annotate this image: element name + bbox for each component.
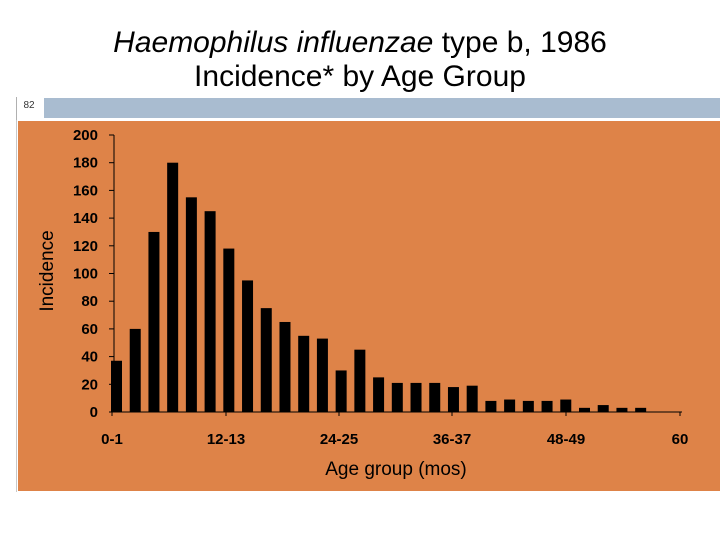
y-tick-label: 100 xyxy=(73,266,98,283)
y-tick-label: 80 xyxy=(81,293,98,310)
slide-number-box xyxy=(16,97,43,120)
header-bar xyxy=(44,98,720,118)
x-tick-label: 0-1 xyxy=(101,431,123,448)
x-tick-label: 48-49 xyxy=(547,431,585,448)
bar xyxy=(204,211,216,412)
y-tick-label: 120 xyxy=(73,238,98,255)
x-tick-label: 60 xyxy=(672,431,689,448)
x-tick-label: 36-37 xyxy=(433,431,471,448)
bar xyxy=(260,308,272,412)
y-tick-label: 160 xyxy=(73,182,98,199)
title-rest: type b, 1986 xyxy=(433,26,607,59)
bar xyxy=(616,407,628,412)
title-line-2: Incidence* by Age Group xyxy=(194,60,526,93)
bar xyxy=(579,407,590,412)
bar xyxy=(635,407,647,412)
bar xyxy=(597,405,609,412)
y-tick-label: 180 xyxy=(73,155,98,172)
bar xyxy=(167,162,179,412)
y-tick-label: 0 xyxy=(90,404,98,421)
bar xyxy=(129,328,141,412)
bar xyxy=(223,248,235,412)
y-tick-label: 140 xyxy=(73,210,98,227)
x-tick-label: 12-13 xyxy=(207,431,245,448)
bar xyxy=(410,382,422,412)
left-divider xyxy=(16,120,17,492)
x-axis-label: Age group (mos) xyxy=(325,459,467,480)
y-tick-label: 60 xyxy=(81,321,98,338)
bar xyxy=(148,231,160,412)
bar xyxy=(504,399,516,412)
bar xyxy=(111,360,122,412)
bar xyxy=(541,400,553,412)
bar xyxy=(447,387,459,412)
bar xyxy=(373,377,385,412)
bar xyxy=(279,321,291,412)
bar xyxy=(298,335,310,412)
bar xyxy=(485,400,497,412)
bar xyxy=(466,385,478,412)
bar xyxy=(391,382,403,412)
y-tick-label: 200 xyxy=(73,127,98,144)
bar xyxy=(354,349,366,412)
y-tick-label: 20 xyxy=(81,376,98,393)
bar xyxy=(522,400,534,412)
x-tick-label: 24-25 xyxy=(320,431,358,448)
y-tick-label: 40 xyxy=(81,349,98,366)
bar xyxy=(429,382,441,412)
slide-number: 82 xyxy=(23,100,35,111)
title-organism: Haemophilus influenzae xyxy=(113,26,434,59)
slide-title: Haemophilus influenzae type b, 1986 Inci… xyxy=(0,26,720,94)
bar xyxy=(560,399,572,412)
bar xyxy=(242,280,254,412)
bar xyxy=(185,197,197,412)
chart-panel xyxy=(18,121,720,491)
bar xyxy=(316,338,328,412)
y-axis-label: Incidence xyxy=(37,230,58,311)
bar xyxy=(335,370,347,412)
title-line-1: Haemophilus influenzae type b, 1986 xyxy=(0,26,720,60)
